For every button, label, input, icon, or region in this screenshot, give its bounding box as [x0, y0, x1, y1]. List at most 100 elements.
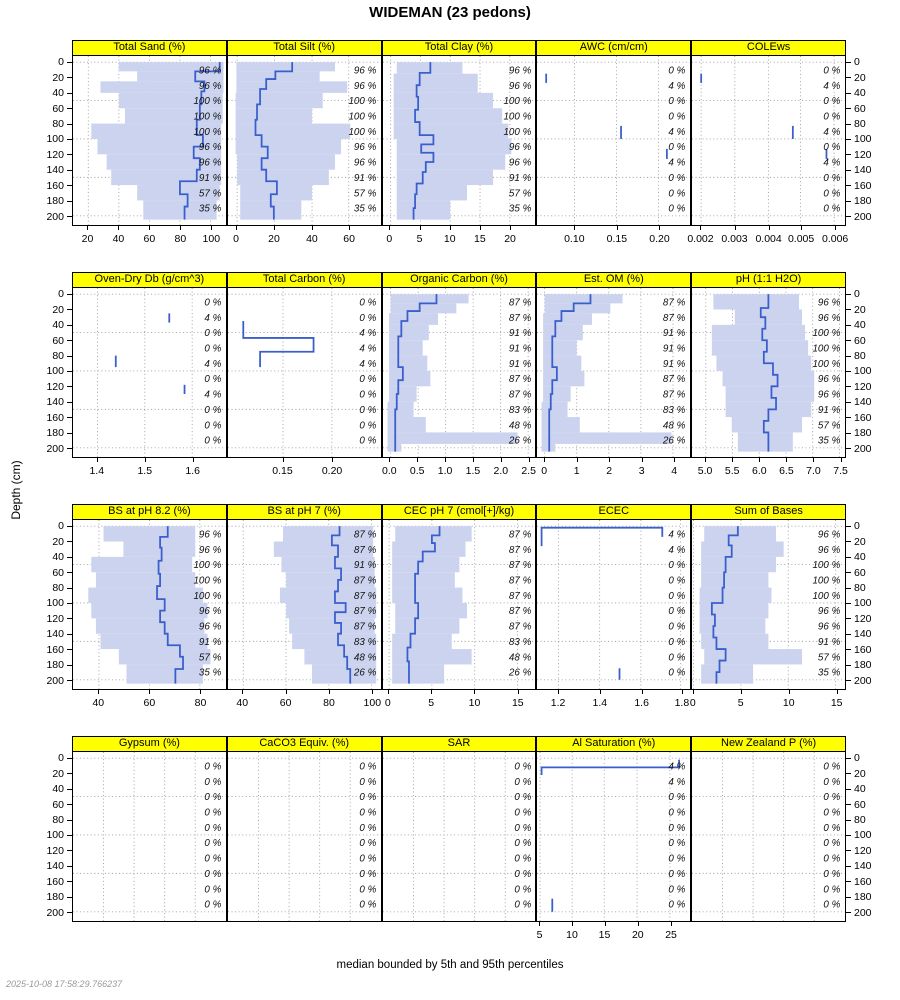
x-axis-total-carbon: 0.15 0.20 [227, 458, 382, 488]
availability-pct-label: 100 % [813, 575, 841, 586]
availability-pct-label: 35 % [509, 204, 532, 215]
depth-tick-label: 60 [52, 798, 64, 811]
depth-tick-label: 80 [854, 350, 866, 362]
depth-tick-mark [846, 370, 851, 372]
availability-pct-label: 100 % [348, 127, 376, 138]
depth-tick-label: 0 [58, 520, 64, 533]
depth-tick-mark [67, 401, 72, 403]
chart-caption: median bounded by 5th and 95th percentil… [336, 959, 564, 971]
x-tick-mark [431, 690, 433, 694]
percentile-band [390, 303, 456, 314]
percentile-band [282, 526, 373, 542]
depth-tick-mark [67, 324, 72, 326]
panel-sum-of-bases: Sum of Bases 96 % 96 % 100 % 100 % 100 % 96 % 9… [690, 504, 846, 720]
depth-tick-mark [67, 541, 72, 543]
panel-row-2: Oven-Dry Db (g/cm^3) 0 % 4 % 0 % 0 % 4 % 0 % 4 … [72, 272, 848, 488]
availability-pct-label: 83 % [663, 405, 686, 416]
x-tick-mark [700, 226, 702, 230]
plot-area-ecec: 4 % 4 % 0 % 0 % 0 % 0 % 0 % 0 % 0 % 0 % [537, 520, 691, 689]
x-tick-label: 80 [174, 233, 187, 245]
depth-tick-mark [846, 293, 851, 295]
availability-pct-label: 0 % [359, 436, 376, 447]
x-tick-mark [98, 690, 100, 694]
depth-tick-label: 140 [854, 860, 872, 873]
percentile-band [541, 401, 568, 418]
x-tick-mark [786, 458, 788, 462]
percentile-band [722, 370, 815, 387]
percentile-band [725, 386, 815, 402]
x-axis-bs-at-ph-7: 40 60 80 100 [227, 690, 382, 720]
x-tick-label: 60 [143, 233, 156, 245]
x-tick-mark [349, 226, 351, 230]
panel-row-3: BS at pH 8.2 (%) 96 % 96 % 100 % 100 % 100 % 9… [72, 504, 846, 720]
depth-tick-mark [67, 108, 72, 110]
x-tick-mark [788, 690, 790, 694]
panel-strip-caco3-equiv: CaCO3 Equiv. (%) [226, 736, 382, 752]
depth-tick-label: 180 [46, 891, 64, 904]
x-tick-label: 20 [81, 233, 94, 245]
x-tick-mark [641, 458, 643, 462]
depth-tick-mark [67, 819, 72, 821]
x-tick-label: 60 [143, 697, 156, 709]
availability-pct-label: 100 % [813, 328, 841, 339]
availability-pct-label: 96 % [818, 545, 841, 556]
x-tick-mark [192, 458, 194, 462]
availability-pct-label: 0 % [359, 761, 376, 772]
plot-area-total-clay: 96 % 96 % 100 % 100 % 100 % 96 % 96 % 91 % 57 % 3… [382, 56, 536, 225]
availability-pct-label: 87 % [509, 297, 532, 308]
percentile-band [545, 303, 611, 314]
depth-tick-mark [67, 138, 72, 140]
depth-tick-mark [846, 788, 851, 790]
plot-area-cec-ph-7: 87 % 87 % 87 % 87 % 87 % 87 % 87 % 83 % 48 % 26 % [382, 520, 536, 689]
percentile-band [143, 200, 217, 220]
availability-pct-label: 91 % [509, 359, 532, 370]
depth-tick-mark [846, 355, 851, 357]
x-tick-mark [836, 690, 838, 694]
depth-tick-label: 200 [854, 906, 872, 919]
panel-strip-bs-at-ph-8-2: BS at pH 8.2 (%) [72, 504, 227, 520]
plot-area-al-saturation: 4 % 4 % 0 % 0 % 0 % 0 % 0 % 0 % 0 % 0 % [537, 752, 691, 921]
availability-pct-label: 100 % [813, 591, 841, 602]
x-tick-mark [539, 922, 541, 926]
availability-pct-label: 26 % [662, 436, 686, 447]
x-tick-label: 0.15 [606, 233, 628, 245]
panel-total-sand: Total Sand (%) 96 % 96 % 100 % 100 % 100 % 96 … [72, 40, 227, 256]
x-tick-mark [149, 690, 151, 694]
depth-tick-mark [67, 61, 72, 63]
x-tick-label: 100 [363, 697, 382, 709]
panel-strip-ph-1-1-h2o: pH (1:1 H2O) [691, 272, 846, 288]
availability-pct-label: 4 % [669, 761, 686, 772]
x-tick-mark [517, 690, 519, 694]
availability-pct-label: 0 % [359, 420, 376, 431]
x-axis-ecec: 1.2 1.4 1.6 1.8 [536, 690, 691, 720]
availability-pct-label: 0 % [669, 668, 686, 679]
percentile-band [236, 62, 335, 72]
availability-pct-label: 87 % [509, 591, 532, 602]
availability-pct-label: 0 % [824, 792, 841, 803]
x-tick-mark [599, 690, 601, 694]
availability-pct-label: 0 % [359, 823, 376, 834]
percentile-band [391, 633, 452, 650]
x-tick-mark [768, 226, 770, 230]
depth-tick-mark [846, 138, 851, 140]
x-tick-label: 5 [428, 697, 435, 709]
depth-tick-label: 20 [52, 535, 64, 548]
percentile-band [279, 587, 377, 603]
percentile-band [701, 541, 784, 557]
x-tick-label: 0.002 [687, 233, 714, 245]
depth-tick-mark [846, 541, 851, 543]
depth-tick-label: 80 [52, 350, 64, 362]
x-tick-label: 2.0 [493, 465, 509, 477]
availability-pct-label: 87 % [509, 529, 532, 540]
depth-tick-mark [846, 572, 851, 574]
x-tick-label: 10 [782, 697, 795, 709]
availability-pct-label: 100 % [813, 343, 841, 354]
availability-pct-label: 0 % [514, 869, 531, 880]
depth-tick-label: 120 [854, 844, 872, 857]
availability-pct-label: 96 % [354, 158, 377, 169]
depth-tick-mark [67, 602, 72, 604]
availability-pct-label: 100 % [813, 359, 841, 370]
right-depth-axis: 0 20 40 60 80 100 120 140 160 180 200 [846, 520, 890, 690]
depth-tick-label: 100 [46, 829, 64, 842]
x-tick-label: 40 [236, 697, 249, 709]
